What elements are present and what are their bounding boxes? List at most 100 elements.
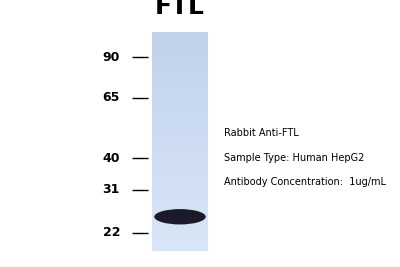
Bar xyxy=(152,33,208,34)
Bar xyxy=(152,228,208,229)
Bar xyxy=(152,219,208,220)
Bar xyxy=(152,79,208,80)
Bar xyxy=(152,239,208,240)
Bar xyxy=(152,196,208,197)
Bar xyxy=(152,147,208,148)
Bar xyxy=(152,175,208,176)
Bar xyxy=(152,100,208,101)
Bar xyxy=(152,185,208,186)
Bar xyxy=(152,243,208,244)
Bar xyxy=(152,224,208,225)
Bar xyxy=(152,135,208,136)
Bar xyxy=(152,124,208,125)
Bar xyxy=(152,38,208,39)
Bar xyxy=(152,112,208,113)
Bar xyxy=(152,64,208,65)
Bar xyxy=(152,47,208,48)
Bar xyxy=(152,227,208,228)
Bar xyxy=(152,174,208,175)
Bar xyxy=(152,214,208,215)
Bar xyxy=(152,144,208,145)
Bar xyxy=(152,123,208,124)
Bar xyxy=(152,231,208,232)
Bar xyxy=(152,56,208,57)
Bar xyxy=(152,76,208,77)
Bar xyxy=(152,184,208,185)
Bar xyxy=(152,104,208,105)
Bar xyxy=(152,130,208,131)
Bar xyxy=(152,209,208,210)
Bar xyxy=(152,81,208,82)
Bar xyxy=(152,127,208,128)
Bar xyxy=(152,148,208,149)
Bar xyxy=(152,131,208,132)
Bar xyxy=(152,217,208,218)
Bar xyxy=(152,91,208,92)
Bar xyxy=(152,75,208,76)
Text: Sample Type: Human HepG2: Sample Type: Human HepG2 xyxy=(224,152,364,163)
Bar xyxy=(152,70,208,71)
Bar xyxy=(152,194,208,195)
Bar xyxy=(152,153,208,154)
Bar xyxy=(152,32,208,33)
Bar xyxy=(152,114,208,115)
Bar xyxy=(152,197,208,198)
Bar xyxy=(152,93,208,94)
Bar xyxy=(152,46,208,47)
Bar xyxy=(152,122,208,123)
Bar xyxy=(152,109,208,110)
Bar xyxy=(152,86,208,87)
Bar xyxy=(152,55,208,56)
Bar xyxy=(152,187,208,188)
Bar xyxy=(152,52,208,53)
Bar xyxy=(152,139,208,140)
Bar xyxy=(152,66,208,67)
Bar xyxy=(152,59,208,60)
Bar xyxy=(152,191,208,192)
Bar xyxy=(152,249,208,250)
Bar xyxy=(152,36,208,37)
Bar xyxy=(152,63,208,64)
Bar xyxy=(152,35,208,36)
Bar xyxy=(152,134,208,135)
Bar xyxy=(152,141,208,142)
Bar xyxy=(152,44,208,45)
Bar xyxy=(152,102,208,103)
Bar xyxy=(152,71,208,72)
Bar xyxy=(152,83,208,84)
Bar xyxy=(152,145,208,146)
Bar xyxy=(152,222,208,223)
Bar xyxy=(152,226,208,227)
Bar xyxy=(152,161,208,162)
Bar xyxy=(152,179,208,180)
Bar xyxy=(152,111,208,112)
Ellipse shape xyxy=(154,209,206,225)
Bar xyxy=(152,57,208,58)
Bar xyxy=(152,236,208,237)
Text: Antibody Concentration:  1ug/mL: Antibody Concentration: 1ug/mL xyxy=(224,176,386,187)
Bar xyxy=(152,250,208,251)
Bar xyxy=(152,205,208,206)
Bar xyxy=(152,69,208,70)
Bar xyxy=(152,67,208,68)
Bar xyxy=(152,103,208,104)
Bar xyxy=(152,126,208,127)
Bar xyxy=(152,193,208,194)
Bar xyxy=(152,208,208,209)
Bar xyxy=(152,129,208,130)
Bar xyxy=(152,40,208,41)
Bar xyxy=(152,72,208,73)
Bar xyxy=(152,137,208,138)
Bar xyxy=(152,176,208,177)
Bar xyxy=(152,181,208,182)
Bar xyxy=(152,98,208,99)
Bar xyxy=(152,97,208,98)
Bar xyxy=(152,211,208,212)
Bar xyxy=(152,82,208,83)
Bar xyxy=(152,85,208,86)
Text: Rabbit Anti-FTL: Rabbit Anti-FTL xyxy=(224,128,299,139)
Bar xyxy=(152,62,208,63)
Bar xyxy=(152,218,208,219)
Bar xyxy=(152,207,208,208)
Bar xyxy=(152,60,208,61)
